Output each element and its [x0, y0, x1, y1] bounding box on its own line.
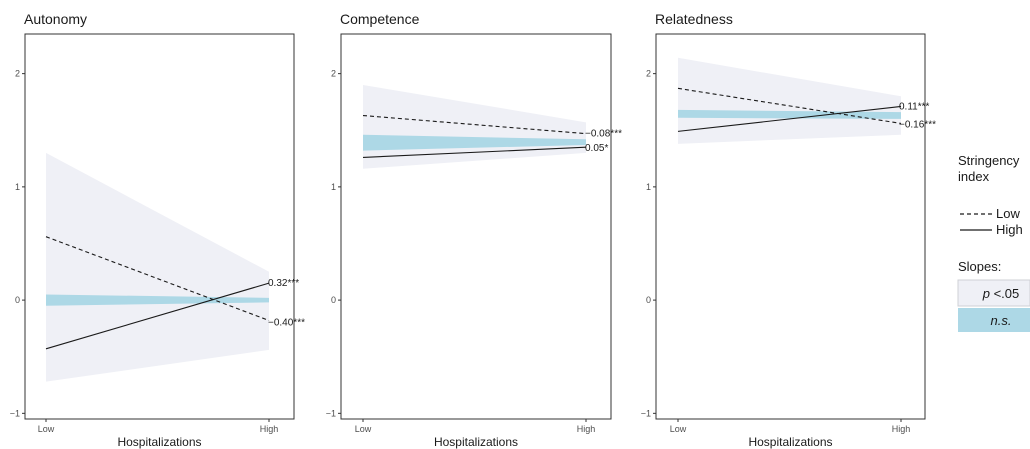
y-tick-label: 1 [15, 182, 20, 192]
panel-border [24, 33, 295, 420]
x-tick-label: High [892, 424, 911, 434]
ns-band [678, 109, 901, 119]
slope-label: −0.40*** [268, 318, 305, 329]
x-axis-label: Hospitalizations [748, 435, 832, 449]
panel-border [340, 33, 612, 420]
slope-label: −0.08*** [585, 129, 622, 140]
panel-title: Competence [340, 11, 420, 27]
legend-key-sig-label: p <.05 [982, 286, 1020, 301]
series-line-high [362, 146, 587, 158]
x-tick-label: High [260, 424, 279, 434]
series-line-low [677, 87, 902, 124]
y-tick-label: −1 [10, 408, 20, 418]
legend-item-low: Low [996, 206, 1020, 221]
legend-key-ns [958, 308, 1030, 332]
x-axis-label: Hospitalizations [117, 435, 201, 449]
panel-title: Autonomy [24, 11, 87, 27]
y-tick-label: 2 [331, 69, 336, 79]
panel-border [655, 33, 926, 420]
y-tick-label: −1 [641, 408, 651, 418]
slope-label: 0.32*** [268, 278, 299, 289]
y-tick-label: 1 [331, 182, 336, 192]
series-line-low [362, 114, 587, 135]
legend-title-line1: Stringency [958, 153, 1020, 168]
legend-slopes-title: Slopes: [958, 259, 1001, 274]
panel-title: Relatedness [655, 11, 733, 27]
y-tick-label: 2 [646, 69, 651, 79]
y-tick-label: 0 [331, 295, 336, 305]
slope-label: 0.05* [585, 143, 608, 154]
y-tick-label: 0 [15, 295, 20, 305]
series-line-low [45, 236, 270, 322]
series-line-high [45, 282, 270, 350]
y-tick-label: −1 [326, 408, 336, 418]
y-tick-label: 1 [646, 182, 651, 192]
sig-band [678, 57, 901, 144]
sig-band [46, 152, 269, 382]
legend-title-line2: index [958, 169, 990, 184]
panel-competence: Competence −1 0 1 2 Low High Hospitalizations −0… [326, 11, 622, 449]
series-line-high [677, 105, 902, 132]
legend-item-high: High [996, 222, 1023, 237]
x-tick-label: Low [670, 424, 687, 434]
y-tick-label: 2 [15, 69, 20, 79]
panel-relatedness: Relatedness −1 0 1 2 Low High Hospitalizations 0… [641, 11, 936, 449]
legend: Stringency index Low High Slopes: p <.05… [957, 153, 1030, 332]
slope-label: 0.11*** [899, 101, 930, 112]
ns-band [363, 134, 586, 151]
slope-label: −0.16*** [899, 119, 936, 130]
legend-key-ns-label: n.s. [991, 313, 1012, 328]
legend-key-sig [957, 279, 1030, 307]
panel-autonomy: Autonomy −1 0 1 2 Low High Hospitalizations 0.32… [10, 11, 305, 449]
ns-band [46, 294, 269, 306]
y-tick-label: 0 [646, 295, 651, 305]
x-tick-label: Low [355, 424, 372, 434]
x-tick-label: Low [38, 424, 55, 434]
x-axis-label: Hospitalizations [434, 435, 518, 449]
x-tick-label: High [577, 424, 596, 434]
